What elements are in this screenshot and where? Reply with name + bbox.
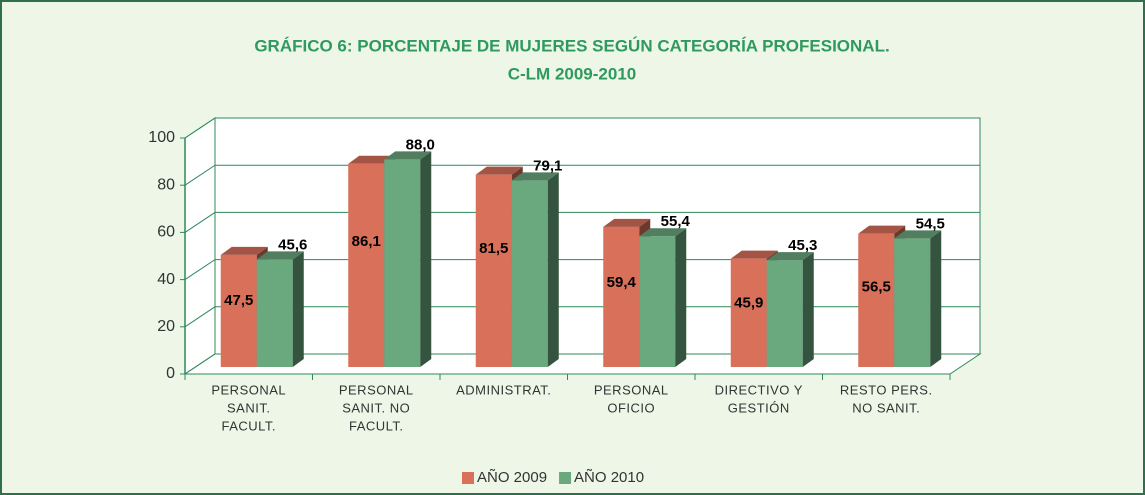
bar-top — [639, 228, 687, 237]
grid-line — [184, 164, 980, 186]
x-tick-label: FACULT. — [221, 418, 276, 433]
bar-side — [292, 251, 304, 367]
bar-front — [603, 226, 640, 367]
bar-front — [730, 258, 767, 367]
value-label: 88,0 — [406, 136, 435, 153]
x-tick-label: ADMINISTRAT. — [456, 382, 551, 397]
legend-label: AÑO 2010 — [574, 469, 644, 486]
bar-front — [511, 180, 548, 367]
bar-front — [894, 238, 931, 367]
bar-top — [858, 225, 906, 234]
value-label: 86,1 — [352, 233, 381, 250]
x-tick-label: FACULT. — [349, 418, 404, 433]
bar-front — [256, 259, 293, 367]
y-tick-label: 60 — [157, 224, 175, 241]
y-tick-label: 20 — [157, 318, 175, 335]
bar-top — [730, 250, 778, 259]
bar-top — [894, 230, 942, 239]
bar-side — [930, 230, 942, 367]
bar-front — [639, 236, 676, 367]
value-label: 45,3 — [788, 237, 817, 254]
y-tick-label: 100 — [148, 129, 175, 146]
x-tick-label: SANIT. NO — [342, 400, 410, 415]
bar-top — [475, 166, 523, 175]
bar-top — [256, 251, 304, 260]
x-tick-label: RESTO PERS. — [840, 382, 933, 397]
bar-side — [420, 151, 432, 367]
bar-side — [547, 172, 559, 367]
x-tick-label: PERSONAL — [211, 382, 286, 397]
value-label: 47,5 — [224, 292, 253, 309]
legend-label: AÑO 2009 — [477, 469, 547, 486]
bar — [256, 251, 304, 367]
y-tick-label: 0 — [166, 365, 175, 382]
legend-swatch — [462, 472, 474, 484]
bar — [639, 228, 687, 367]
x-tick-label: PERSONAL — [594, 382, 669, 397]
bar-side — [802, 252, 814, 367]
grid-line — [184, 117, 980, 139]
y-tick-label: 80 — [157, 176, 175, 193]
x-tick-label: NO SANIT. — [852, 400, 920, 415]
bar-front — [348, 163, 385, 367]
bar-front — [475, 174, 512, 367]
grid-line — [184, 353, 980, 375]
bar-top — [220, 246, 268, 255]
bar-front — [858, 233, 895, 367]
y-tick-label: 40 — [157, 271, 175, 288]
bar-top — [511, 172, 559, 181]
bar — [766, 252, 814, 367]
bar — [511, 172, 559, 367]
bar-front — [766, 260, 803, 367]
bar-top — [348, 155, 396, 164]
bar-front — [384, 159, 421, 367]
chart-title: GRÁFICO 6: PORCENTAJE DE MUJERES SEGÚN C… — [254, 36, 889, 55]
x-tick-label: PERSONAL — [339, 382, 414, 397]
value-label: 81,5 — [479, 240, 508, 257]
grid-line — [184, 306, 980, 328]
bar-side — [675, 228, 687, 367]
grid-line — [184, 259, 980, 281]
x-tick-label: DIRECTIVO Y — [715, 382, 803, 397]
value-label: 56,5 — [862, 278, 891, 295]
bar-top — [766, 252, 814, 261]
value-label: 45,6 — [278, 236, 307, 253]
side-wall — [184, 117, 216, 375]
value-label: 59,4 — [607, 274, 637, 291]
bar-top — [384, 151, 432, 160]
value-label: 45,9 — [734, 295, 763, 312]
bar — [384, 151, 432, 367]
value-label: 79,1 — [533, 157, 562, 174]
value-label: 54,5 — [916, 215, 945, 232]
x-tick-label: SANIT. — [227, 400, 270, 415]
bar — [894, 230, 942, 367]
bar-front — [220, 254, 257, 367]
chart-title: C-LM 2009-2010 — [508, 64, 637, 83]
x-tick-label: OFICIO — [607, 400, 655, 415]
value-label: 55,4 — [661, 213, 691, 230]
x-tick-label: GESTIÓN — [728, 400, 790, 415]
legend-swatch — [559, 472, 572, 484]
bar-top — [603, 218, 651, 227]
grid-line — [184, 211, 980, 233]
